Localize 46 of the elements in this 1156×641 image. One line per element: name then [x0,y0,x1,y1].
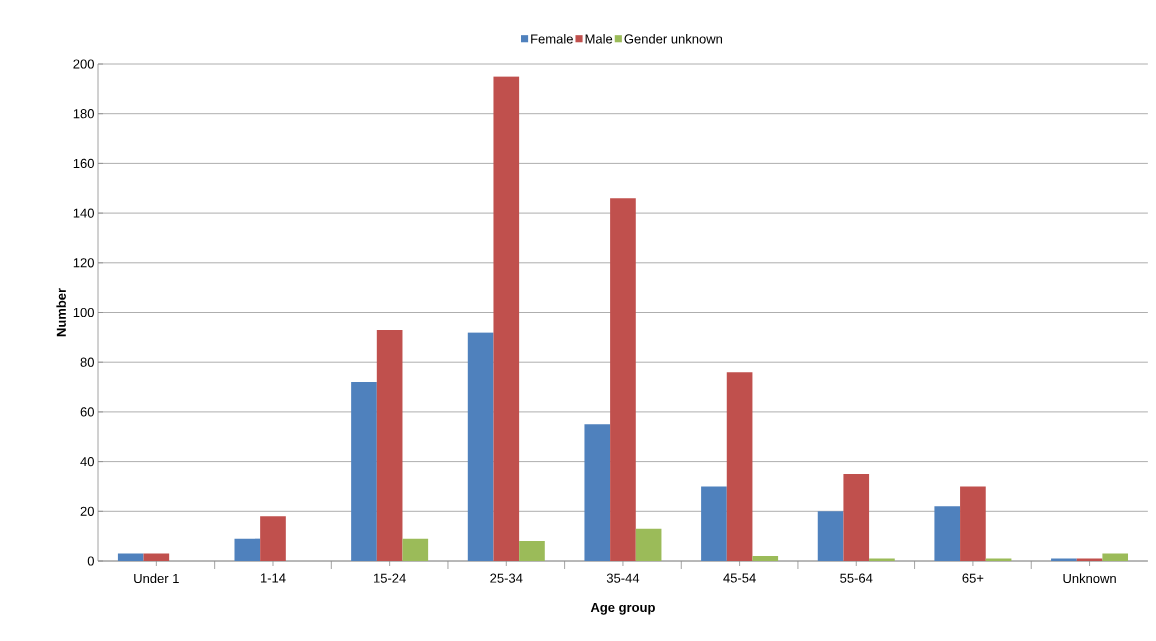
bar [610,198,636,561]
bar [701,486,727,561]
bar [584,424,611,561]
y-tick-label: 160 [73,158,94,168]
x-tick-label: 35-44 [606,573,640,583]
bar [843,474,870,561]
bar [519,541,545,561]
bar [143,553,170,561]
x-tick-label: 1-14 [260,573,286,583]
x-tick-label: 55-64 [840,573,873,583]
x-tick-label: 65+ [962,573,984,583]
x-tick-label: 15-24 [374,573,406,583]
bar [934,506,961,561]
legend-label: Gender unknown [624,33,723,44]
y-tick-label: 80 [80,357,94,367]
y-tick-label: 200 [73,59,94,69]
bar [351,382,377,561]
bar [726,372,753,561]
y-tick-label: 180 [73,109,94,119]
y-tick-label: 100 [73,307,94,318]
bar [376,329,403,561]
bar [817,511,844,561]
y-axis-title: Number [56,288,66,337]
bar [960,486,986,561]
y-tick-label: 120 [73,258,94,268]
bar [635,528,662,561]
legend-label: Male [585,33,613,44]
y-tick-label: 140 [73,208,94,218]
bar [752,556,779,561]
bar [493,76,520,561]
bar [402,538,429,561]
bar [117,553,144,561]
x-axis-title: Age group [590,602,655,615]
x-tick-label: Under 1 [134,573,179,584]
y-tick-label: 0 [87,556,94,566]
x-tick-label: 45-54 [723,573,756,583]
y-tick-label: 20 [80,506,94,516]
bar [467,332,494,561]
bar [260,516,286,561]
legend-label: Female [531,33,573,44]
y-tick-label: 60 [80,407,94,417]
x-tick-label: Unknown [1063,573,1116,584]
x-tick-label: 25-34 [490,573,523,583]
bar [234,538,261,561]
y-tick-label: 40 [80,457,94,467]
bar [1102,553,1129,561]
